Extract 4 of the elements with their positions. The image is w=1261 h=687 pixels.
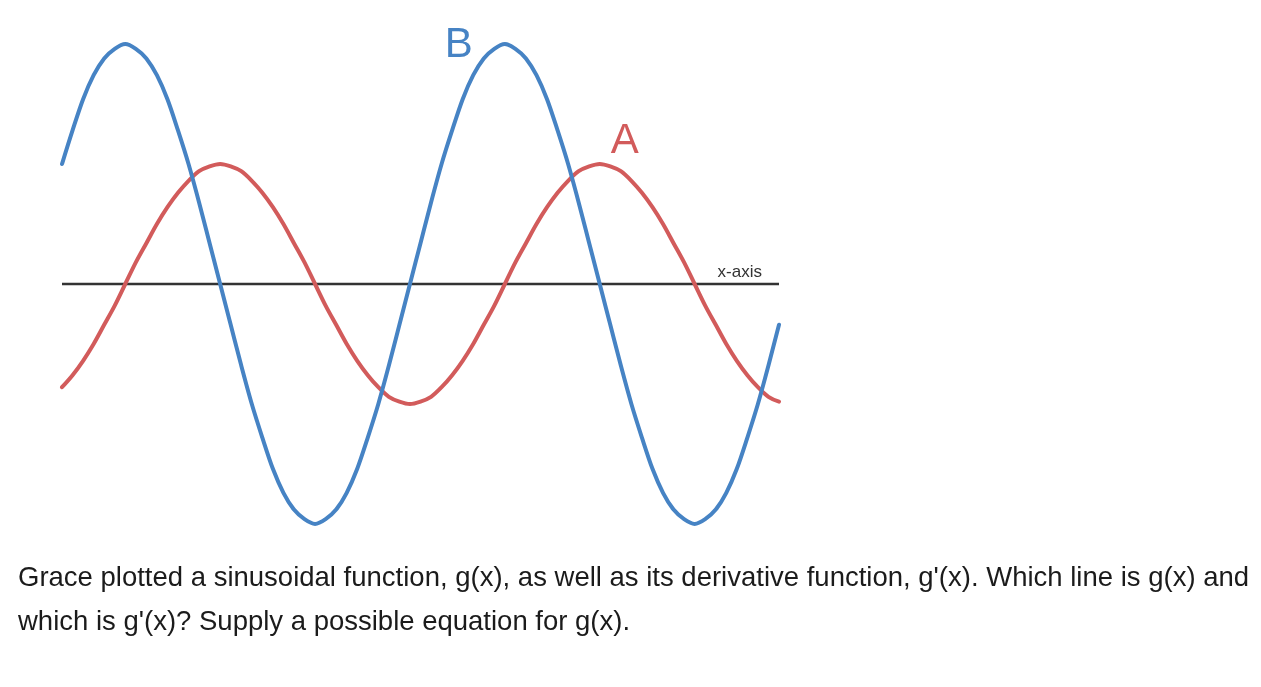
x-axis-title: x-axis	[717, 262, 762, 281]
series-label: A	[610, 115, 639, 162]
text: Grace plotted a sinusoidal function, g(x), as well as its derivative function, g'(x). Which line is g(x) and which is g'(x)? Supply a possible equation for g(x).	[18, 560, 1251, 638]
series-label: B	[444, 19, 473, 66]
